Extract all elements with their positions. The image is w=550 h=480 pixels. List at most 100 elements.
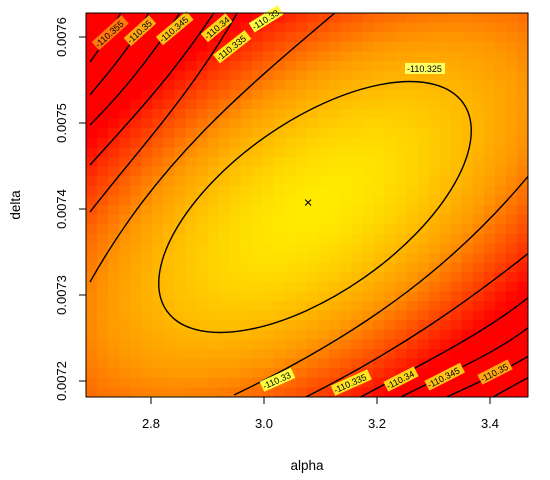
heatmap-cell bbox=[450, 243, 463, 254]
heatmap-cell bbox=[340, 281, 352, 292]
heatmap-cell bbox=[119, 310, 131, 321]
heatmap-cell bbox=[130, 243, 142, 254]
contour-line-110-345-lower bbox=[399, 326, 528, 397]
heatmap-cell bbox=[417, 70, 430, 81]
heatmap-cell bbox=[141, 89, 153, 100]
heatmap-cell bbox=[516, 61, 528, 72]
heatmap-cell bbox=[516, 291, 528, 302]
heatmap-cell bbox=[240, 349, 253, 360]
heatmap-cell bbox=[273, 51, 286, 62]
heatmap-cell bbox=[130, 176, 142, 187]
heatmap-cell bbox=[450, 224, 463, 235]
heatmap-cell bbox=[472, 70, 485, 81]
heatmap-cell bbox=[240, 51, 253, 62]
heatmap-cell bbox=[516, 377, 528, 388]
heatmap-cell bbox=[307, 128, 319, 139]
heatmap-cell bbox=[97, 185, 109, 196]
heatmap-cell bbox=[273, 224, 286, 235]
heatmap-cell bbox=[494, 80, 507, 91]
heatmap-cell bbox=[450, 41, 463, 52]
heatmap-cell bbox=[251, 281, 264, 292]
heatmap-cell bbox=[472, 377, 485, 388]
heatmap-cell bbox=[251, 310, 264, 321]
heatmap-cell bbox=[307, 147, 319, 158]
heatmap-cell bbox=[505, 272, 518, 283]
heatmap-cell bbox=[152, 243, 164, 254]
heatmap-cell bbox=[295, 13, 308, 24]
heatmap-cell bbox=[97, 147, 109, 158]
heatmap-cell bbox=[97, 157, 109, 168]
heatmap-cell bbox=[318, 358, 330, 369]
heatmap-cell bbox=[494, 339, 507, 350]
heatmap-cell bbox=[141, 99, 153, 110]
heatmap-cell bbox=[505, 339, 518, 350]
heatmap-cell bbox=[218, 185, 231, 196]
heatmap-cell bbox=[295, 80, 308, 91]
heatmap-cell bbox=[207, 243, 220, 254]
heatmap-cell bbox=[318, 281, 330, 292]
heatmap-cell bbox=[428, 205, 441, 216]
heatmap-cell bbox=[119, 329, 131, 340]
heatmap-cell bbox=[108, 51, 120, 62]
heatmap-cell bbox=[494, 118, 507, 129]
heatmap-cell bbox=[218, 339, 231, 350]
heatmap-cell bbox=[406, 301, 419, 312]
heatmap-cell bbox=[240, 329, 253, 340]
heatmap-cell bbox=[494, 61, 507, 72]
heatmap-cell bbox=[461, 80, 474, 91]
heatmap-cell bbox=[97, 89, 109, 100]
heatmap-cell bbox=[218, 32, 231, 43]
heatmap-cell bbox=[329, 349, 341, 360]
heatmap-cell bbox=[428, 22, 441, 33]
heatmap-cell bbox=[307, 377, 319, 388]
heatmap-cell bbox=[185, 272, 198, 283]
heatmap-cell bbox=[351, 61, 363, 72]
heatmap-cell bbox=[174, 233, 187, 244]
heatmap-cell bbox=[483, 281, 496, 292]
heatmap-cell bbox=[251, 253, 264, 264]
heatmap-cell bbox=[108, 185, 120, 196]
heatmap-cell bbox=[218, 166, 231, 177]
heatmap-cell bbox=[284, 214, 297, 225]
heatmap-cell bbox=[494, 89, 507, 100]
heatmap-cell bbox=[439, 339, 452, 350]
heatmap-cell bbox=[218, 137, 231, 148]
heatmap-cell bbox=[130, 214, 142, 225]
heatmap-cell bbox=[340, 291, 352, 302]
heatmap-cell bbox=[218, 310, 231, 321]
heatmap-cell bbox=[329, 272, 341, 283]
heatmap-cell bbox=[461, 310, 474, 321]
heatmap-cell bbox=[97, 368, 109, 379]
heatmap-cell bbox=[395, 195, 408, 206]
heatmap-cell bbox=[384, 387, 396, 397]
heatmap-cell bbox=[450, 301, 463, 312]
heatmap-cell bbox=[417, 214, 430, 225]
heatmap-cell bbox=[351, 137, 363, 148]
heatmap-cell bbox=[295, 118, 308, 129]
heatmap-cell bbox=[130, 51, 142, 62]
heatmap-cell bbox=[384, 358, 396, 369]
heatmap-cell bbox=[273, 137, 286, 148]
heatmap-cell bbox=[218, 205, 231, 216]
heatmap-cell bbox=[505, 195, 518, 206]
heatmap-cell bbox=[329, 13, 341, 24]
x-tick-label: 2.8 bbox=[142, 416, 160, 431]
heatmap-cell bbox=[439, 291, 452, 302]
heatmap-cell bbox=[483, 205, 496, 216]
heatmap-cell bbox=[417, 329, 430, 340]
heatmap-cell bbox=[262, 157, 275, 168]
heatmap-cell bbox=[196, 32, 209, 43]
heatmap-cell bbox=[174, 224, 187, 235]
heatmap-cell bbox=[163, 253, 175, 264]
heatmap-cell bbox=[307, 176, 319, 187]
heatmap-cell bbox=[108, 128, 120, 139]
heatmap-cell bbox=[196, 329, 209, 340]
heatmap-cell bbox=[273, 329, 286, 340]
heatmap-cell bbox=[163, 61, 175, 72]
heatmap-cell bbox=[516, 166, 528, 177]
heatmap-cell bbox=[174, 157, 187, 168]
heatmap-cell bbox=[86, 253, 98, 264]
heatmap-cell bbox=[318, 214, 330, 225]
heatmap-cell bbox=[108, 233, 120, 244]
heatmap-cell bbox=[196, 233, 209, 244]
